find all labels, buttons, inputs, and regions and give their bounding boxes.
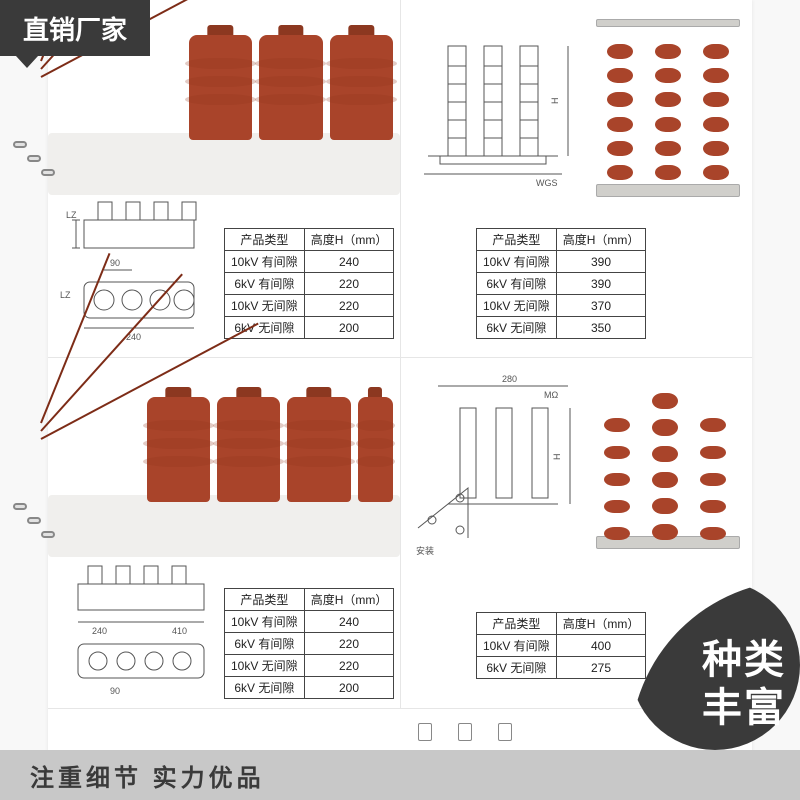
col-height: 高度H（mm） [304, 229, 394, 251]
cable-lug [41, 531, 55, 538]
cable-lug [13, 141, 27, 148]
table-row: 6kV 无间隙350 [477, 317, 646, 339]
col-height: 高度H（mm） [556, 613, 646, 635]
arrester [147, 397, 210, 502]
partial-outline [458, 723, 472, 741]
table-row: 10kV 无间隙220 [225, 655, 394, 677]
spec-table-4: 产品类型 高度H（mm） 10kV 有间隙400 6kV 无间隙275 [476, 612, 646, 679]
arrester [189, 35, 252, 140]
engineering-drawing-3: 410 240 90 [54, 562, 214, 702]
table-row: 10kV 有间隙240 [225, 251, 394, 273]
arrester-vertical [652, 393, 678, 540]
spec-table-3: 产品类型 高度H（mm） 10kV 有间隙240 6kV 有间隙220 10kV… [224, 588, 394, 699]
table-row: 10kV 有间隙390 [477, 251, 646, 273]
partial-outline [418, 723, 432, 741]
svg-text:MΩ: MΩ [544, 390, 558, 400]
col-height: 高度H（mm） [304, 589, 394, 611]
badge-br-line1: 种类 [702, 636, 786, 684]
cable-lug [41, 169, 55, 176]
photo-base [48, 133, 400, 195]
engineering-drawing-2: WGS H [408, 6, 578, 206]
product-photo-3 [48, 362, 400, 557]
vertical-divider [400, 0, 401, 800]
spec-table-1: 产品类型 高度H（mm） 10kV 有间隙240 6kV 有间隙220 10kV… [224, 228, 394, 339]
base-plate [596, 184, 740, 197]
svg-text:90: 90 [110, 258, 120, 268]
badge-top-left: 直销厂家 [0, 0, 150, 56]
col-height: 高度H（mm） [556, 229, 646, 251]
svg-text:WGS: WGS [536, 178, 558, 188]
spec-table-2: 产品类型 高度H（mm） 10kV 有间隙390 6kV 有间隙390 10kV… [476, 228, 646, 339]
badge-top-left-text: 直销厂家 [23, 10, 127, 47]
cable-lug [27, 517, 41, 524]
table-row: 10kV 有间隙400 [477, 635, 646, 657]
svg-text:240: 240 [92, 626, 107, 636]
arrester-vertical [700, 418, 726, 540]
arrester [217, 397, 280, 502]
table-row: 6kV 无间隙275 [477, 657, 646, 679]
svg-text:LZ: LZ [66, 210, 77, 220]
arrester-vertical [604, 418, 630, 540]
arrester-vertical [655, 44, 681, 180]
table-row: 10kV 有间隙240 [225, 611, 394, 633]
svg-text:安装: 安装 [416, 545, 434, 556]
svg-text:90: 90 [110, 686, 120, 696]
table-row: 6kV 有间隙390 [477, 273, 646, 295]
partial-outline [498, 723, 512, 741]
svg-text:LZ: LZ [60, 290, 71, 300]
footer-tagline: 注重细节 实力优品 [30, 758, 265, 793]
svg-text:H: H [552, 454, 562, 461]
table-row: 10kV 无间隙220 [225, 295, 394, 317]
svg-text:280: 280 [502, 374, 517, 384]
arrester-vertical [703, 44, 729, 180]
product-photo-2 [588, 6, 748, 218]
table-row: 6kV 有间隙220 [225, 273, 394, 295]
photo-base [48, 495, 400, 557]
arrester [330, 35, 393, 140]
arrester [358, 397, 393, 502]
svg-text:410: 410 [172, 626, 187, 636]
col-type: 产品类型 [477, 229, 557, 251]
top-plate [596, 19, 740, 27]
footer-bar: 注重细节 实力优品 [0, 750, 800, 800]
col-type: 产品类型 [477, 613, 557, 635]
arrester [259, 35, 322, 140]
horizontal-divider-1 [48, 357, 752, 358]
cable-lug [27, 155, 41, 162]
svg-text:H: H [550, 98, 560, 105]
arrester [287, 397, 350, 502]
col-type: 产品类型 [225, 229, 305, 251]
arrester-vertical [607, 44, 633, 180]
product-photo-4 [588, 368, 748, 578]
table-row: 6kV 有间隙220 [225, 633, 394, 655]
badge-bottom-right-text: 种类 丰富 [702, 636, 786, 732]
col-type: 产品类型 [225, 589, 305, 611]
cable-lug [13, 503, 27, 510]
badge-br-line2: 丰富 [702, 684, 786, 732]
table-row: 10kV 无间隙370 [477, 295, 646, 317]
engineering-drawing-4: 280 MΩ 安装 H [408, 368, 578, 568]
table-row: 6kV 无间隙200 [225, 677, 394, 699]
